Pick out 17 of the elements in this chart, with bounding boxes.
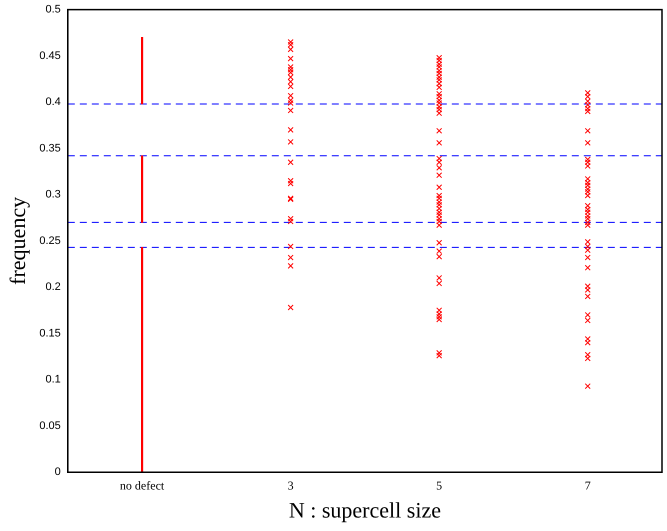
y-tick-label: 0.1: [46, 374, 61, 386]
x-tick-label: 5: [436, 478, 442, 493]
x-axis-title: N : supercell size: [288, 498, 441, 523]
y-tick-label: 0.45: [39, 50, 61, 62]
y-tick-label: 0.15: [39, 327, 61, 340]
y-axis-title: frequency: [4, 196, 30, 285]
y-tick-label: 0.05: [39, 420, 61, 432]
x-tick-label: 3: [288, 478, 294, 493]
y-tick-label: 0.35: [39, 142, 61, 154]
y-tick-label: 0.5: [46, 4, 61, 16]
y-tick-label: 0.25: [39, 234, 61, 247]
y-tick-label: 0.2: [46, 281, 61, 294]
x-tick-label: no defect: [120, 478, 165, 493]
y-tick-label: 0.4: [46, 96, 61, 108]
y-tick-label: 0.3: [46, 188, 61, 201]
x-tick-label: 7: [584, 478, 591, 493]
y-tick-label: 0: [54, 466, 61, 478]
